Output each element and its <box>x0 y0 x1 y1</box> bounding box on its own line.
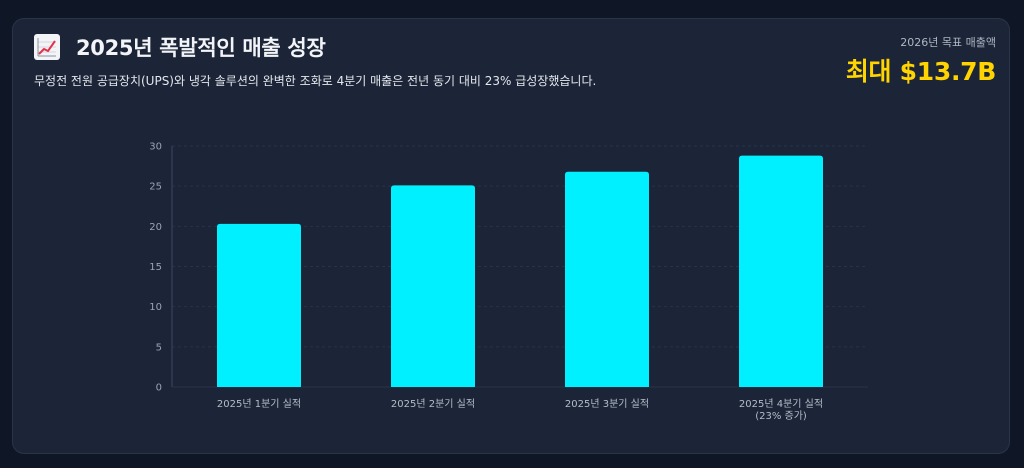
y-tick-label: 0 <box>156 383 162 394</box>
y-tick-label: 30 <box>149 142 162 153</box>
y-tick-label: 10 <box>149 302 162 313</box>
target-label: 2026년 목표 매출액 <box>900 36 996 49</box>
y-tick-label: 20 <box>149 222 162 233</box>
revenue-card <box>12 18 1010 454</box>
bar <box>391 185 475 387</box>
page-title: 2025년 폭발적인 매출 성장 <box>76 36 326 60</box>
x-tick-label: 2025년 1분기 실적 <box>217 398 301 410</box>
subtitle: 무정전 전원 공급장치(UPS)와 냉각 솔루션의 완벽한 조화로 4분기 매출… <box>34 74 597 88</box>
x-tick-label: 2025년 3분기 실적 <box>565 398 649 410</box>
x-tick-label: 2025년 4분기 실적 <box>739 398 823 410</box>
x-tick-label: (23% 증가) <box>755 410 807 422</box>
target-value: 최대 $13.7B <box>845 57 996 86</box>
title-row: 2025년 폭발적인 매출 성장 <box>34 32 326 62</box>
chart-increasing-icon <box>34 34 60 60</box>
y-tick-label: 25 <box>149 182 162 193</box>
bar <box>739 155 823 387</box>
y-tick-label: 5 <box>156 342 162 353</box>
x-tick-label: 2025년 2분기 실적 <box>391 398 475 410</box>
bar <box>565 171 649 387</box>
bar <box>217 223 301 387</box>
y-tick-label: 15 <box>149 262 162 273</box>
